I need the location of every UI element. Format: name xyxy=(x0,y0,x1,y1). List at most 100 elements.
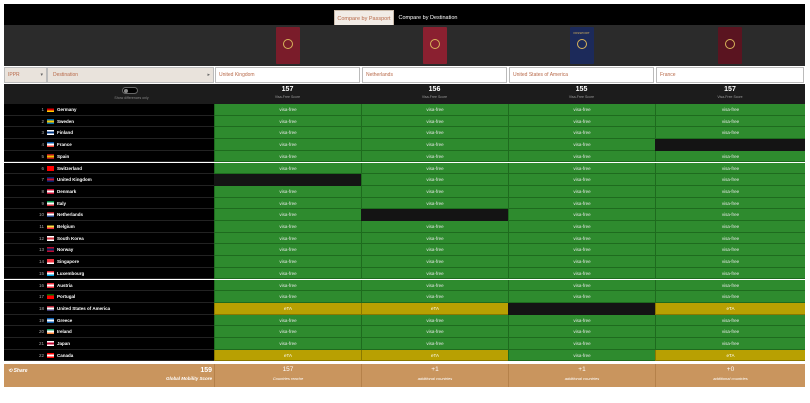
ranking-select[interactable]: IPPR ▾ xyxy=(4,67,47,83)
differences-toggle[interactable] xyxy=(122,87,138,94)
passport-country-input[interactable]: United Kingdom xyxy=(215,67,360,83)
footer-summary: +1 additional countries xyxy=(508,364,655,387)
destination-header[interactable]: Destination ▸ xyxy=(47,67,214,83)
requirement-cell: visa-free xyxy=(508,267,655,280)
score-value: 155 xyxy=(575,86,588,93)
requirement-cell: visa-free xyxy=(655,338,805,350)
footer-label: additional countries xyxy=(417,376,453,381)
flag-icon xyxy=(47,212,54,218)
requirement-cell: visa-free xyxy=(508,139,655,151)
table-row[interactable]: 6 Switzerland visa-free visa-free visa-free v… xyxy=(4,162,805,175)
requirement-cell: visa-free xyxy=(361,139,508,151)
flag-icon xyxy=(47,305,54,311)
destination-cell: 1 Germany xyxy=(4,104,214,116)
passport-country-input[interactable]: Netherlands xyxy=(362,67,507,83)
requirement-cell: visa-free xyxy=(508,197,655,210)
footer-value: 157 xyxy=(282,366,294,373)
score-label: Visa-Free Score xyxy=(421,95,448,99)
table-row[interactable]: 14 Singapore visa-free visa-free visa-free vi… xyxy=(4,256,805,268)
footer-summary: +1 additional countries xyxy=(361,364,508,387)
score-value: 157 xyxy=(281,86,294,93)
flag-icon xyxy=(47,270,54,276)
destination-name: Spain xyxy=(57,153,70,159)
destination-cell: 5 Spain xyxy=(4,150,214,163)
requirement-cell: visa-free xyxy=(508,104,655,116)
table-row[interactable]: 4 France visa-free visa-free visa-free xyxy=(4,139,805,151)
flag-icon xyxy=(47,235,54,241)
requirement-cell: visa-free xyxy=(655,162,805,175)
table-row[interactable]: 17 Portugal visa-free visa-free visa-free vis… xyxy=(4,291,805,303)
score-label: Visa-Free Score xyxy=(274,95,301,99)
rank-number: 21 xyxy=(38,341,44,346)
requirement-cell: visa-free xyxy=(361,185,508,198)
requirement-cell: visa-free xyxy=(655,150,805,163)
flag-icon xyxy=(47,341,54,346)
share-button[interactable]: ⟲ Share xyxy=(8,368,28,374)
requirement-cell: visa-free xyxy=(508,174,655,186)
score-label: Visa-Free Score xyxy=(717,95,743,99)
requirement-cell: visa-free xyxy=(214,139,361,151)
table-row[interactable]: 18 United States of America eTA eTA eTA xyxy=(4,302,805,315)
passport-image xyxy=(718,27,742,64)
requirement-cell: visa-free xyxy=(655,279,805,292)
destination-name: Belgium xyxy=(57,224,75,229)
table-row[interactable]: 2 Sweden visa-free visa-free visa-free visa-f… xyxy=(4,115,805,128)
table-row[interactable]: 1 Germany visa-free visa-free visa-free visa-… xyxy=(4,104,805,116)
passport-strip: PASSPORT xyxy=(4,25,805,66)
table-row[interactable]: 20 Ireland visa-free visa-free visa-free visa… xyxy=(4,326,805,338)
requirement-cell: visa-free xyxy=(214,185,361,198)
table-row[interactable]: 19 Greece visa-free visa-free visa-free visa-… xyxy=(4,314,805,327)
flag-icon xyxy=(47,317,54,323)
requirement-cell: eTA xyxy=(214,302,361,315)
rank-number: 5 xyxy=(41,153,44,159)
tab-compare-by-passport[interactable]: Compare by Passport xyxy=(334,10,394,26)
destination-name: Denmark xyxy=(57,188,77,194)
destination-name: France xyxy=(57,142,72,148)
table-row[interactable]: 8 Denmark visa-free visa-free visa-free visa-… xyxy=(4,185,805,198)
score-value: 156 xyxy=(428,86,441,93)
requirement-cell: visa-free xyxy=(214,326,361,338)
table-row[interactable]: 22 Canada eTA eTA visa-free eTA xyxy=(4,349,805,362)
requirement-cell xyxy=(655,139,805,151)
rank-number: 10 xyxy=(38,212,44,218)
table-row[interactable]: 5 Spain visa-free visa-free visa-free visa-fr… xyxy=(4,150,805,163)
footer-label: additional countries xyxy=(564,376,600,381)
share-label: Share xyxy=(13,368,28,374)
table-row[interactable]: 12 South Korea visa-free visa-free visa-free… xyxy=(4,232,805,245)
destination-cell: 22 Canada xyxy=(4,349,214,362)
requirement-cell: visa-free xyxy=(655,291,805,303)
destination-cell: 8 Denmark xyxy=(4,185,214,198)
table-row[interactable]: 7 United Kingdom visa-free visa-free visa-fr… xyxy=(4,174,805,186)
destination-name: United States of America xyxy=(57,305,111,311)
passport-country-input[interactable]: France xyxy=(656,67,804,83)
rank-number: 15 xyxy=(38,270,44,276)
table-row[interactable]: 10 Netherlands visa-free visa-free visa-free xyxy=(4,209,805,221)
destination-name: Canada xyxy=(57,352,74,358)
requirement-cell: visa-free xyxy=(214,150,361,163)
footer-value: +1 xyxy=(431,366,439,373)
table-row[interactable]: 11 Belgium visa-free visa-free visa-free visa… xyxy=(4,221,805,233)
requirement-cell xyxy=(214,174,361,186)
table-row[interactable]: 16 Austria visa-free visa-free visa-free visa… xyxy=(4,279,805,292)
table-row[interactable]: 3 Finland visa-free visa-free visa-free visa-… xyxy=(4,127,805,140)
destination-name: Netherlands xyxy=(57,212,84,218)
flag-icon xyxy=(47,177,54,183)
passport-country-input[interactable]: United States of America xyxy=(509,67,654,83)
rank-number: 3 xyxy=(41,130,44,136)
visa-free-score: 155 Visa-Free Score xyxy=(508,84,655,104)
table-row[interactable]: 13 Norway visa-free visa-free visa-free visa-… xyxy=(4,244,805,257)
table-row[interactable]: 21 Japan visa-free visa-free visa-free visa-f… xyxy=(4,338,805,350)
top-bar: Compare by Passport Compare by Destinati… xyxy=(4,4,805,26)
visa-free-score: 157 Visa-Free Score xyxy=(214,84,361,104)
destination-cell: 9 Italy xyxy=(4,197,214,210)
tab-compare-by-destination[interactable]: Compare by Destination xyxy=(398,15,458,21)
requirement-cell: visa-free xyxy=(655,127,805,140)
table-row[interactable]: 9 Italy visa-free visa-free visa-free visa-fr… xyxy=(4,197,805,210)
rank-number: 14 xyxy=(38,259,44,265)
requirement-cell: visa-free xyxy=(361,338,508,350)
footer-summary: +0 additional countries xyxy=(655,364,805,387)
destination-cell: 18 United States of America xyxy=(4,302,214,315)
table-row[interactable]: 15 Luxembourg visa-free visa-free visa-free v… xyxy=(4,267,805,280)
chevron-right-icon: ▸ xyxy=(207,72,210,78)
requirement-cell: visa-free xyxy=(655,174,805,186)
